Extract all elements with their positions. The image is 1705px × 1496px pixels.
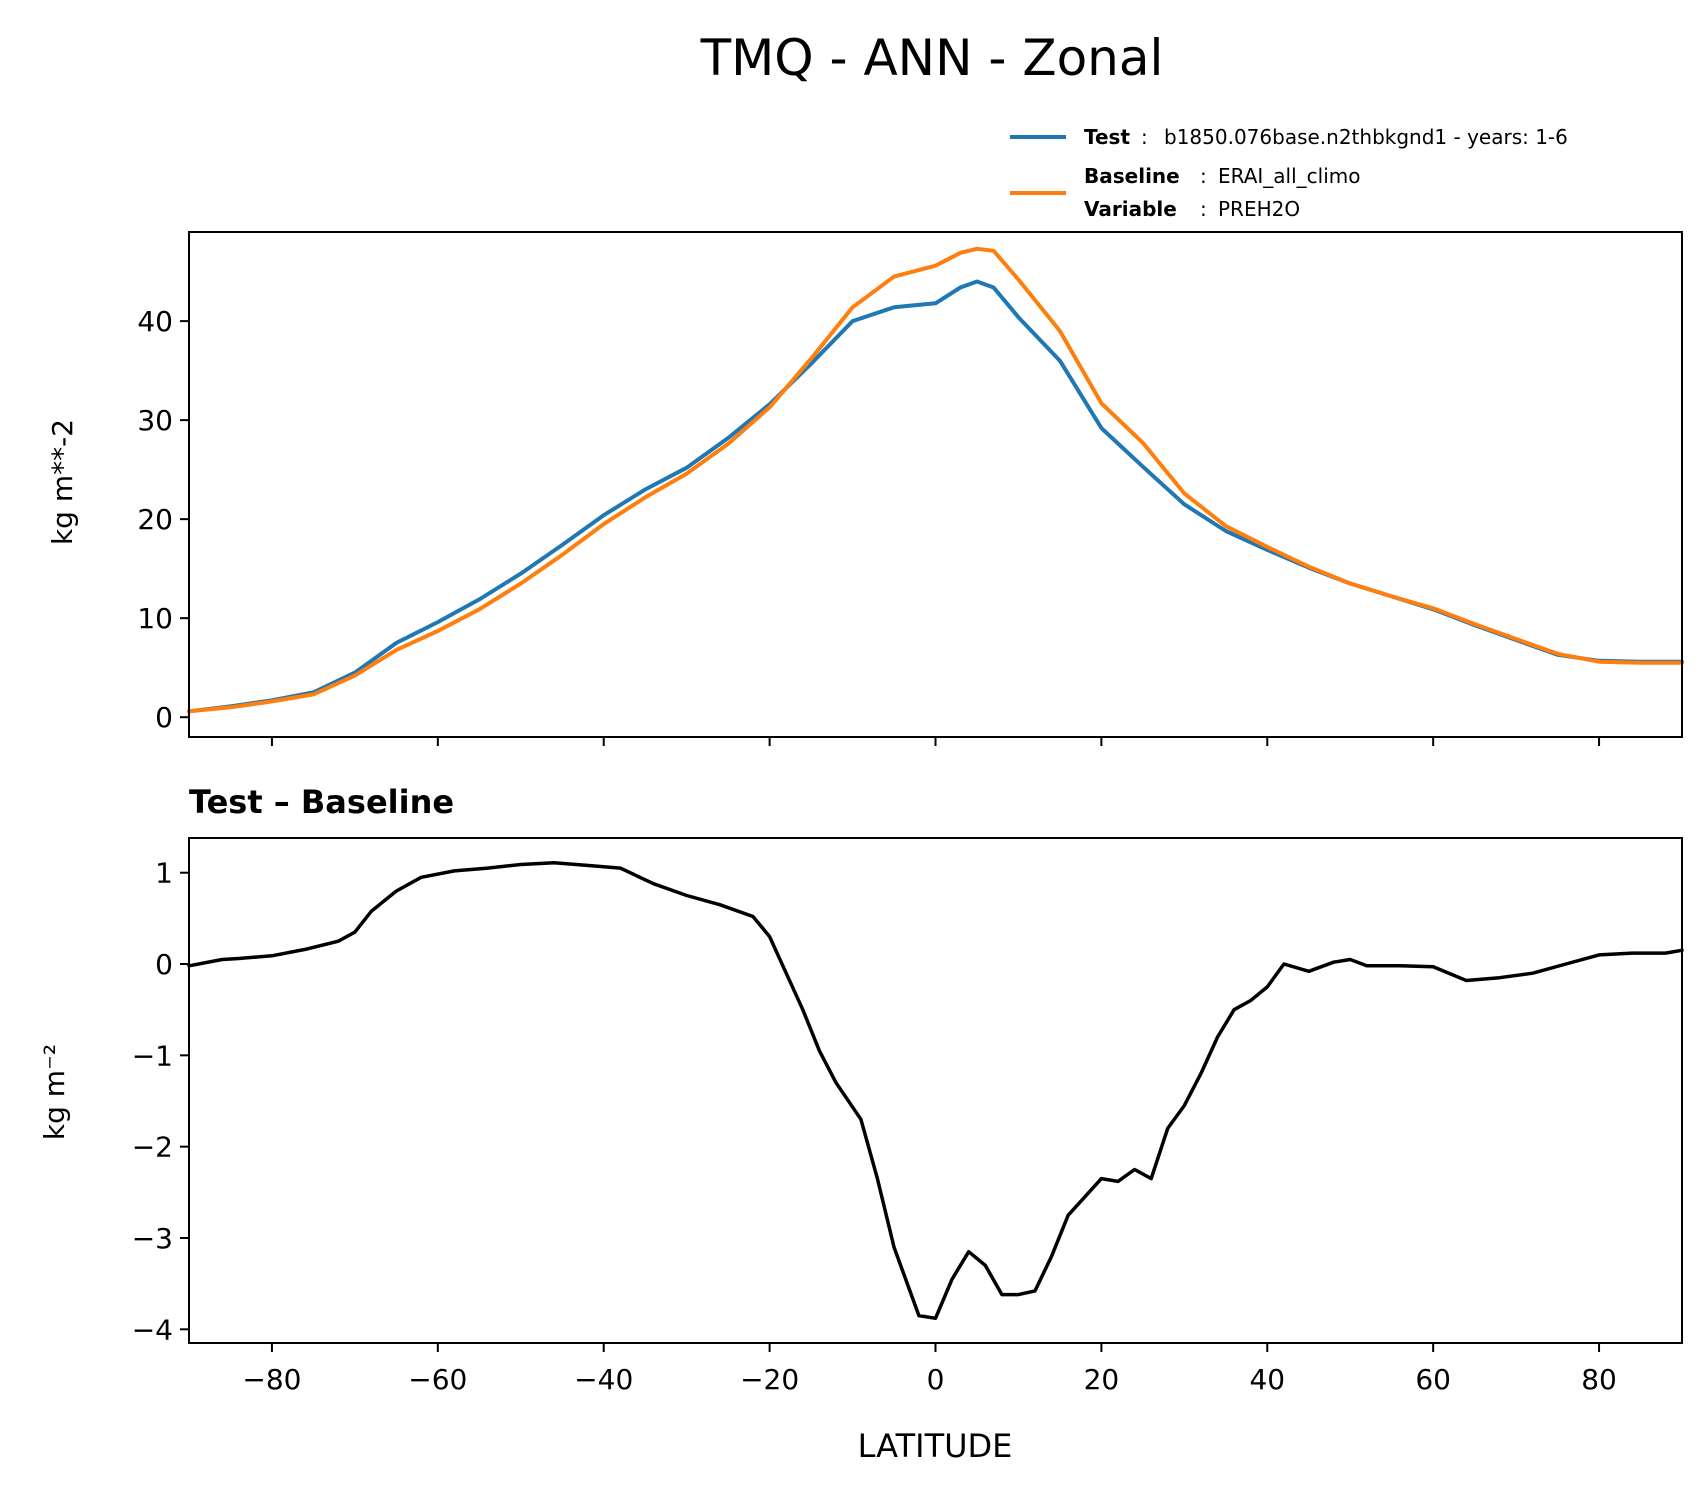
bottom-y-tick-label: 1 [155,857,173,890]
top-plot-frame [188,231,1683,738]
x-tick-label: 80 [1581,1363,1617,1396]
legend-baseline-sep: : [1200,164,1207,188]
x-tick-label: 0 [927,1363,945,1396]
top-series-line-test [187,279,1684,714]
bottom-plot-frame [188,837,1683,1344]
legend-variable-sep: : [1200,197,1207,221]
legend: Test : b1850.076base.n2thbkgnd1 - years:… [1010,125,1568,221]
top-axis-ticks: 0 10 20 30 40 [137,305,1601,746]
bottom-y-axis-label: kg m⁻² [38,1044,71,1140]
top-series-lines [187,246,1684,714]
bottom-y-tick-label: −2 [132,1131,173,1164]
bottom-y-tick-label: −3 [132,1222,173,1255]
top-y-tick-label: 0 [155,701,173,734]
top-y-tick-label: 40 [137,305,173,338]
legend-test-key: Test [1084,125,1130,149]
legend-test-value: b1850.076base.n2thbkgnd1 - years: 1-6 [1164,125,1568,149]
top-y-tick-label: 20 [137,503,173,536]
x-tick-label: 40 [1249,1363,1285,1396]
x-tick-label: −80 [242,1363,301,1396]
bottom-axis-ticks: −4 −3 −2 −1 0 1 −80 −60 −40 −20 0 20 40 60 80 [132,857,1617,1396]
difference-panel: Test – Baseline kg m⁻² LATITUDE −4 −3 −2 −1… [38,783,1684,1465]
figure-title: TMQ - ANN - Zonal [700,29,1164,87]
legend-baseline-value: ERAI_all_climo [1218,164,1361,188]
bottom-y-tick-label: −4 [132,1313,173,1346]
x-tick-label: −20 [740,1363,799,1396]
top-y-axis-label: kg m**-2 [46,419,79,545]
bottom-y-tick-label: 0 [155,948,173,981]
top-y-tick-label: 30 [137,404,173,437]
bottom-series-lines [187,860,1684,1321]
bottom-series-line-test-baseline [187,860,1684,1321]
zonal-mean-panel: kg m**-2 0 10 20 30 40 [46,231,1684,746]
x-tick-label: −40 [574,1363,633,1396]
x-tick-label: −60 [408,1363,467,1396]
x-tick-label: 20 [1084,1363,1120,1396]
legend-variable-key: Variable [1084,197,1177,221]
top-series-line-baseline [187,246,1684,714]
bottom-y-tick-label: −1 [132,1039,173,1072]
top-y-tick-label: 10 [137,602,173,635]
bottom-panel-title: Test – Baseline [189,783,454,821]
legend-test-sep: : [1141,125,1148,149]
legend-baseline-key: Baseline [1084,164,1180,188]
x-axis-label: LATITUDE [858,1427,1013,1465]
legend-variable-value: PREH2O [1218,197,1300,221]
x-tick-label: 60 [1415,1363,1451,1396]
